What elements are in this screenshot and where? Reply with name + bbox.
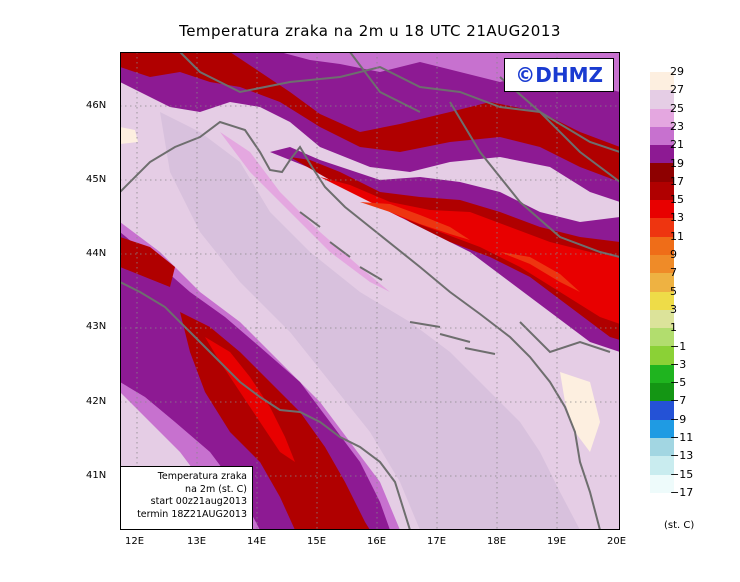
info-line-variable: Temperatura zraka: [157, 471, 247, 482]
color-legend: [650, 72, 674, 493]
legend-swatch: [650, 254, 674, 274]
north-red-band: [120, 52, 620, 182]
legend-level-label: 23: [670, 119, 684, 133]
legend-level-label: −7: [670, 394, 687, 408]
legend-swatch: [650, 291, 674, 310]
legend-swatch: [650, 456, 674, 475]
lon-label: 12E: [125, 536, 145, 547]
lat-label: 45N: [86, 174, 107, 185]
legend-level-label: 27: [670, 83, 684, 97]
legend-level-label: −17: [670, 485, 694, 499]
legend-swatch: [650, 163, 674, 182]
map-title: Temperatura zraka na 2m u 18 UTC 21AUG20…: [179, 22, 561, 40]
balkan-hot-patch: [560, 372, 600, 452]
info-line-start: start 00z21aug2013: [150, 496, 247, 507]
legend-swatch: [650, 236, 674, 255]
legend-swatch: [650, 419, 674, 438]
coastlines: [120, 52, 620, 530]
legend-level-label: 29: [670, 65, 684, 78]
legend-unit: (st. C): [664, 520, 695, 531]
lat-label: 41N: [86, 470, 107, 481]
legend-swatch: [650, 108, 674, 127]
legend-swatch: [650, 72, 674, 91]
lon-label: 20E: [607, 536, 627, 547]
legend-swatch: [650, 346, 674, 365]
legend-level-label: −15: [670, 467, 694, 481]
legend-level-label: 5: [670, 284, 677, 298]
legend-level-label: 9: [670, 248, 677, 261]
legend-level-label: 15: [670, 193, 684, 207]
legend-swatch: [650, 273, 674, 292]
legend-level-label: 17: [670, 174, 684, 188]
lon-label: 16E: [367, 536, 387, 547]
lat-label: 43N: [86, 321, 107, 332]
lon-label: 13E: [187, 536, 207, 547]
info-line-level: na 2m (st. C): [185, 483, 247, 495]
temperature-map: ©DHMZ Temperatura zraka na 2m (st. C) st…: [120, 52, 620, 530]
legend-swatch: [650, 126, 674, 146]
info-line-termin: termin 18Z21AUG2013: [137, 508, 247, 520]
legend-level-label: 21: [670, 138, 684, 152]
islands: [299, 211, 496, 355]
legend-swatch: [650, 309, 674, 329]
lon-label: 19E: [547, 536, 567, 547]
lon-label: 14E: [247, 536, 267, 547]
legend-swatch: [650, 90, 674, 109]
legend-level-label: −5: [670, 376, 687, 390]
legend-swatch: [650, 200, 674, 219]
graticule: [120, 52, 620, 530]
lat-label: 46N: [86, 100, 107, 111]
north-warm-band: [120, 52, 620, 202]
legend-swatch: [650, 474, 674, 493]
lon-label: 15E: [307, 536, 327, 547]
legend-swatch: [650, 181, 674, 201]
lat-label: 44N: [86, 248, 107, 259]
lon-label: 18E: [487, 536, 507, 547]
legend-level-label: 1: [670, 321, 677, 335]
legend-swatch: [650, 145, 674, 164]
legend-swatch: [650, 383, 674, 402]
adriatic-pink-strip: [220, 132, 390, 292]
legend-level-label: 19: [670, 156, 684, 170]
legend-level-label: 7: [670, 266, 677, 280]
map-frame: [120, 52, 620, 530]
lat-label: 42N: [86, 396, 107, 407]
italy-north-red: [120, 237, 175, 287]
adriatic-sea: [160, 112, 580, 530]
legend-swatch: [650, 364, 674, 384]
legend-swatch: [650, 218, 674, 237]
lon-label: 17E: [427, 536, 447, 547]
map-canvas: [120, 52, 620, 530]
legend-swatch: [650, 401, 674, 420]
istria-warm-patch: [120, 127, 138, 144]
legend-level-label: 11: [670, 229, 684, 243]
legend-level-label: −13: [670, 449, 694, 463]
legend-swatch: [650, 328, 674, 347]
legend-level-label: −9: [670, 412, 687, 426]
legend-swatch: [650, 437, 674, 457]
legend-level-label: −11: [670, 431, 694, 444]
legend-level-label: −3: [670, 357, 687, 371]
legend-level-label: −1: [670, 339, 687, 353]
info-box: Temperatura zraka na 2m (st. C) start 00…: [120, 466, 253, 530]
dhmz-logo: ©DHMZ: [504, 58, 614, 92]
legend-level-label: 25: [670, 101, 684, 115]
legend-level-label: 3: [670, 302, 677, 316]
legend-level-label: 13: [670, 211, 684, 225]
